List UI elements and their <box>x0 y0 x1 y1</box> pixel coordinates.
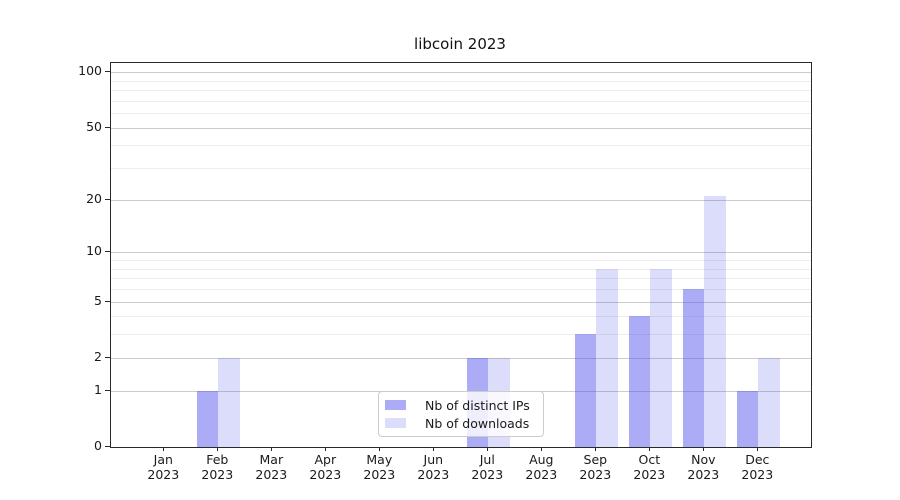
x-tick-mark <box>757 447 759 451</box>
y-tick-mark <box>105 71 110 73</box>
y-gridline-major <box>111 301 811 303</box>
bar-downloads <box>758 357 780 447</box>
x-tick-label: Apr 2023 <box>309 452 342 482</box>
x-tick-mark <box>649 447 651 451</box>
x-tick-mark <box>271 447 273 451</box>
y-tick-mark <box>105 126 110 128</box>
bar-downloads <box>650 268 672 447</box>
y-tick-mark <box>105 251 110 253</box>
legend-swatch-distinct-ips-icon <box>385 400 406 410</box>
y-gridline-minor <box>111 260 811 261</box>
y-tick-label: 5 <box>94 292 102 308</box>
y-gridline-minor <box>111 168 811 170</box>
x-tick-mark <box>217 447 219 451</box>
legend-label-distinct-ips: Nb of distinct IPs <box>425 397 530 413</box>
y-gridline-minor <box>111 316 811 318</box>
y-gridline-major <box>111 357 811 359</box>
x-tick-mark <box>163 447 165 451</box>
y-gridline-minor <box>111 90 811 91</box>
y-gridline-major <box>111 72 811 74</box>
x-tick-label: Feb 2023 <box>201 452 234 482</box>
y-tick-label: 50 <box>86 118 102 134</box>
legend-item-downloads: Nb of downloads <box>385 416 535 431</box>
y-tick-label: 100 <box>78 63 102 79</box>
y-gridline-major <box>111 199 811 201</box>
legend: Nb of distinct IPs Nb of downloads <box>378 391 544 437</box>
y-gridline-minor <box>111 334 811 336</box>
y-tick-label: 10 <box>86 243 102 259</box>
y-tick-label: 20 <box>86 190 102 206</box>
x-tick-label: Jun 2023 <box>417 452 450 482</box>
x-tick-mark <box>325 447 327 451</box>
y-gridline-minor <box>111 80 811 82</box>
y-gridline-minor <box>111 113 811 115</box>
bar-distinct-ips <box>682 288 705 447</box>
y-tick-mark <box>105 198 110 200</box>
legend-swatch-downloads-icon <box>385 418 406 428</box>
bar-distinct-ips <box>574 334 597 447</box>
y-tick-label: 2 <box>94 348 102 364</box>
x-tick-label: Mar 2023 <box>255 452 288 482</box>
y-tick-label: 0 <box>94 438 102 453</box>
x-tick-label: May 2023 <box>363 452 396 482</box>
x-tick-mark <box>487 447 489 451</box>
x-tick-label: Nov 2023 <box>687 452 720 482</box>
x-tick-label: Jul 2023 <box>471 452 504 482</box>
y-tick-mark <box>105 300 110 302</box>
bar-downloads <box>218 357 240 447</box>
bar-downloads <box>596 268 618 447</box>
x-tick-label: Oct 2023 <box>633 452 666 482</box>
y-tick-mark <box>105 446 110 447</box>
y-gridline-minor <box>111 278 811 280</box>
chart-title: libcoin 2023 <box>414 35 506 53</box>
plot-area <box>110 62 812 448</box>
x-tick-mark <box>433 447 435 451</box>
x-tick-mark <box>595 447 597 451</box>
x-tick-label: Sep 2023 <box>579 452 612 482</box>
x-tick-label: Aug 2023 <box>525 452 558 482</box>
bar-distinct-ips <box>196 390 219 447</box>
x-tick-mark <box>703 447 705 451</box>
y-gridline-major <box>111 252 811 254</box>
y-tick-mark <box>105 389 110 391</box>
y-gridline-minor <box>111 100 811 102</box>
x-tick-label: Dec 2023 <box>741 452 774 482</box>
legend-item-distinct-ips: Nb of distinct IPs <box>385 398 535 413</box>
x-tick-mark <box>541 447 543 451</box>
y-gridline-minor <box>111 268 811 270</box>
bar-distinct-ips <box>628 316 651 447</box>
y-tick-mark <box>105 356 110 358</box>
legend-label-downloads: Nb of downloads <box>425 415 530 431</box>
bar-distinct-ips <box>736 390 759 447</box>
y-gridline-minor <box>111 145 811 147</box>
bar-downloads <box>704 195 726 447</box>
x-tick-label: Jan 2023 <box>147 452 180 482</box>
y-gridline-major <box>111 127 811 129</box>
y-gridline-minor <box>111 288 811 290</box>
x-tick-mark <box>379 447 381 451</box>
y-tick-label: 1 <box>94 381 102 397</box>
